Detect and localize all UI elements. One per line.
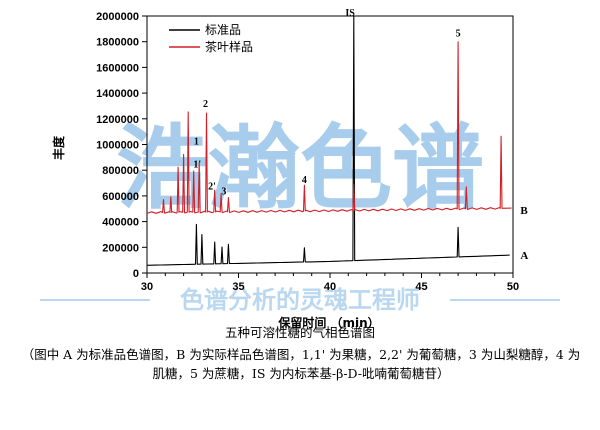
y-tick-label: 1200000 — [96, 114, 139, 126]
x-tick-label: 50 — [507, 281, 519, 293]
peak-labels: 1 1' 2 2' 3 4 IS 5 B A — [193, 8, 528, 262]
y-tick-label: 600000 — [102, 191, 139, 203]
peak-label: 3 — [221, 187, 226, 198]
peak-label: 1 — [194, 137, 199, 148]
x-tick-label: 35 — [232, 281, 244, 293]
chromatogram-traces — [146, 15, 512, 266]
y-tick-label: 1400000 — [96, 88, 139, 100]
y-tick-label: 0 — [133, 268, 139, 280]
series-line-standard — [146, 15, 510, 266]
y-tick-label: 1800000 — [96, 37, 139, 49]
y-tick-label: 400000 — [102, 217, 139, 229]
legend-label: 茶叶样品 — [205, 39, 253, 54]
x-tick-label: 45 — [415, 281, 427, 293]
legend-label: 标准品 — [205, 23, 241, 37]
y-tick-label: 1000000 — [96, 140, 139, 152]
x-tick-label: 40 — [324, 281, 336, 293]
peak-label: 2 — [203, 99, 208, 110]
series-line-tea-sample — [146, 41, 512, 214]
y-tick-label: 1600000 — [96, 62, 139, 74]
y-tick-label: 2000000 — [96, 11, 139, 23]
peak-label: IS — [345, 8, 355, 19]
y-axis-title: 丰度 — [51, 135, 66, 160]
x-tick-label: 30 — [141, 281, 153, 293]
peak-label: 2' — [208, 181, 216, 192]
y-tick-label: 800000 — [102, 165, 139, 177]
watermark-slogan: 色谱分析的灵魂工程师 — [180, 286, 420, 314]
axes: 0 200000 400000 600000 800000 1000000 1200000 1… — [96, 11, 519, 293]
figure-caption-title: 五种可溶性糖的气相色谱图 — [224, 325, 375, 340]
peak-label: 5 — [456, 29, 461, 40]
y-tick-label: 200000 — [102, 242, 139, 254]
trace-label-B: B — [520, 205, 528, 217]
x-axis-title: 保留时间 （min） — [277, 315, 379, 330]
trace-label-A: A — [520, 250, 528, 262]
peak-label: 1' — [193, 160, 201, 171]
peak-label: 4 — [302, 175, 307, 186]
figure-caption-note: （图中 A 为标准品色谱图，B 为实际样品色谱图，1,1' 为果糖，2,2' 为… — [21, 347, 581, 381]
